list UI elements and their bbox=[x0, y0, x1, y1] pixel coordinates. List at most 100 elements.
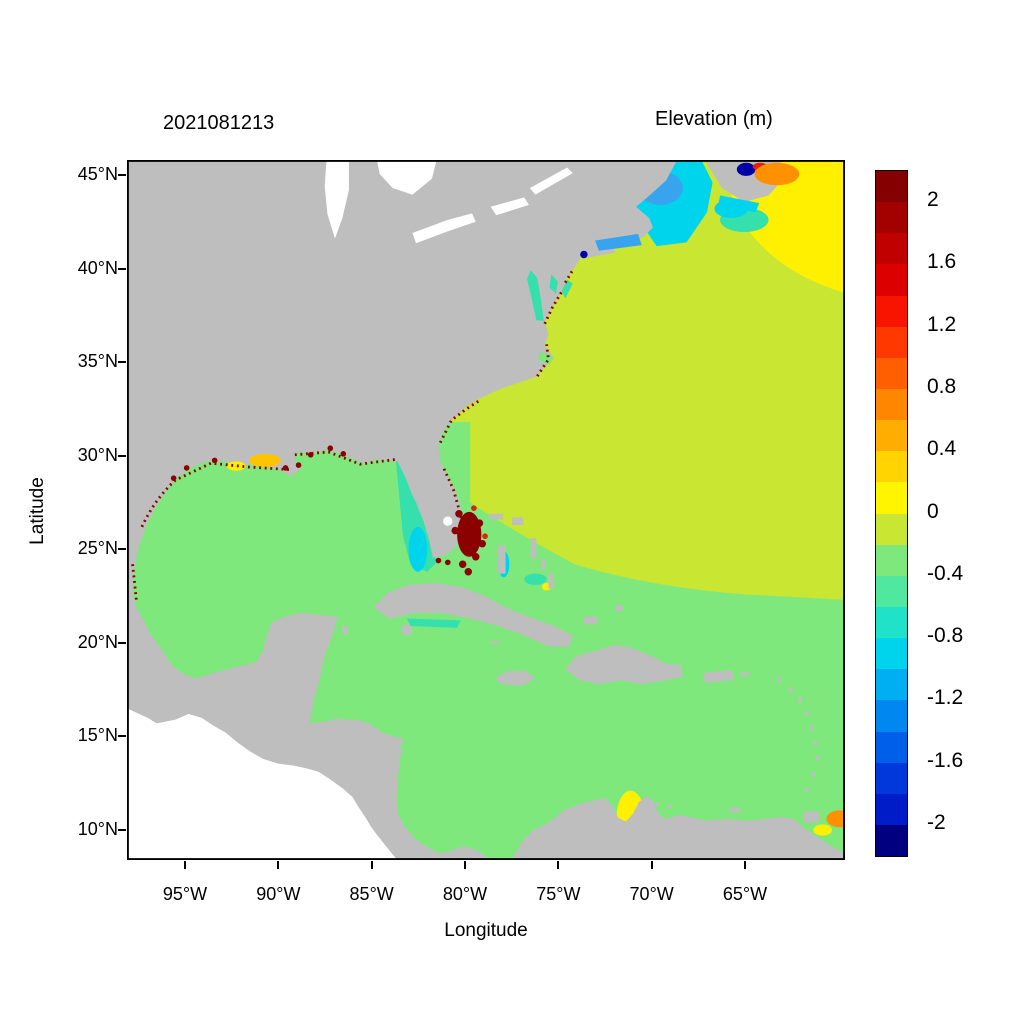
cuba-south-teal-strip bbox=[406, 618, 461, 628]
y-tick-mark bbox=[118, 735, 126, 738]
colorbar-cell bbox=[876, 388, 907, 421]
map-border bbox=[127, 160, 845, 860]
turks-and-caicos bbox=[614, 605, 624, 612]
puerto-rico bbox=[703, 670, 735, 684]
louisiana-amber-patch bbox=[249, 453, 281, 467]
colorbar-cell bbox=[876, 700, 907, 732]
great-inagua bbox=[583, 616, 597, 625]
y-tick-label: 15°N bbox=[77, 725, 118, 746]
abaco bbox=[512, 517, 524, 525]
grand-bahama bbox=[488, 513, 503, 520]
mississippi-coast-speckles bbox=[294, 450, 396, 466]
colorbar-tick-label: -1.6 bbox=[927, 748, 964, 772]
florida-east-coast-speckles bbox=[442, 468, 466, 537]
lakes bbox=[324, 160, 573, 526]
y-tick-mark bbox=[118, 641, 126, 644]
fundy-orange-patch bbox=[754, 162, 800, 186]
new-jersey-coast-strip bbox=[561, 279, 573, 299]
colorbar-cell bbox=[876, 482, 907, 514]
colorbar-cell bbox=[876, 544, 907, 576]
lake-huron bbox=[376, 160, 437, 195]
colorbar-cell bbox=[876, 357, 907, 389]
colorbar-cell bbox=[876, 420, 907, 452]
y-tick-label: 10°N bbox=[77, 818, 118, 839]
exuma bbox=[541, 558, 546, 570]
colorbar-cell bbox=[876, 575, 907, 607]
colorbar-tick-label: -0.8 bbox=[927, 624, 964, 648]
pamlico-sound bbox=[538, 351, 554, 365]
colorbar-cell bbox=[876, 638, 907, 670]
colorbar-tick-label: -2 bbox=[927, 810, 946, 834]
yellow-green-tongue bbox=[615, 554, 702, 582]
lake-ontario bbox=[490, 197, 529, 216]
colorbar-tick-label: 0 bbox=[927, 499, 939, 523]
pacific-outside-domain bbox=[127, 708, 398, 860]
colorbar bbox=[875, 170, 908, 857]
trinidad bbox=[803, 811, 819, 823]
cape-hatteras-speckles bbox=[536, 344, 550, 377]
colorbar-tick-label: 2 bbox=[927, 188, 939, 212]
x-tick-mark bbox=[463, 861, 466, 869]
y-tick-label: 20°N bbox=[77, 631, 118, 652]
nova-scotia-coast-cyan bbox=[718, 195, 760, 213]
colorbar-tick-label: 0.4 bbox=[927, 437, 957, 461]
colorbar-cell bbox=[876, 233, 907, 265]
timestamp-title: 2021081213 bbox=[163, 112, 275, 134]
jamaica bbox=[494, 670, 536, 686]
lake-michigan bbox=[324, 160, 349, 239]
y-tick-label: 45°N bbox=[77, 164, 118, 184]
georgia-carolina-speckles bbox=[439, 399, 481, 444]
y-tick-mark bbox=[118, 454, 126, 457]
colorbar-tick-label: 1.2 bbox=[927, 312, 957, 336]
colorbar-cell bbox=[876, 513, 907, 545]
y-tick-label: 40°N bbox=[77, 257, 118, 278]
lake-okeechobee bbox=[443, 516, 453, 526]
y-tick-mark bbox=[118, 361, 126, 364]
eleuthera bbox=[530, 538, 537, 559]
north-america-land bbox=[127, 160, 678, 860]
delaware-bay bbox=[549, 274, 558, 294]
cuba bbox=[373, 582, 573, 647]
virginia-speckles bbox=[543, 291, 563, 325]
x-tick-label: 95°W bbox=[162, 884, 208, 904]
colorbar-cell bbox=[876, 793, 907, 825]
x-tick-mark bbox=[184, 861, 186, 869]
x-tick-mark bbox=[277, 861, 280, 869]
margarita bbox=[729, 807, 741, 813]
long-island-bahamas bbox=[548, 573, 555, 589]
colorbar-cell bbox=[876, 295, 907, 327]
trinidad-yellow-patch bbox=[813, 824, 832, 836]
y-tick-mark bbox=[118, 828, 126, 831]
y-tick-mark bbox=[118, 548, 126, 551]
new-york-blue-dot bbox=[580, 250, 588, 259]
texas-coast-speckles bbox=[140, 461, 292, 528]
colorbar-cell bbox=[876, 762, 907, 794]
y-tick-label: 25°N bbox=[77, 538, 118, 559]
virgin-islands bbox=[740, 671, 749, 676]
colorbar-tick-label: -0.4 bbox=[927, 561, 964, 585]
colorbar-cell bbox=[876, 606, 907, 639]
andros bbox=[498, 545, 506, 574]
lesser-antilles bbox=[777, 677, 820, 793]
west-florida-shelf-cyan-core bbox=[408, 526, 428, 572]
x-tick-mark bbox=[557, 861, 560, 869]
x-axis-label: Longitude bbox=[444, 920, 528, 941]
y-tick-mark bbox=[118, 174, 126, 176]
colorbar-tick-label: 1.6 bbox=[927, 250, 957, 274]
colorbar-cell bbox=[876, 669, 907, 701]
colorbar-tick-label: 0.8 bbox=[927, 374, 957, 398]
colorbar-title: Elevation (m) bbox=[655, 108, 773, 130]
colorbar-cell bbox=[876, 824, 907, 857]
islands bbox=[342, 246, 820, 823]
x-tick-mark bbox=[743, 861, 746, 869]
abc-islands bbox=[643, 801, 672, 809]
x-tick-label: 70°W bbox=[629, 884, 674, 904]
colorbar-cell bbox=[876, 451, 907, 483]
x-tick-mark bbox=[650, 861, 653, 869]
minas-basin-dark-blue bbox=[736, 162, 756, 176]
colorbar-cell bbox=[876, 731, 907, 763]
x-tick-label: 90°W bbox=[256, 884, 301, 904]
colorbar-cell bbox=[876, 202, 907, 234]
cayman bbox=[490, 641, 500, 644]
